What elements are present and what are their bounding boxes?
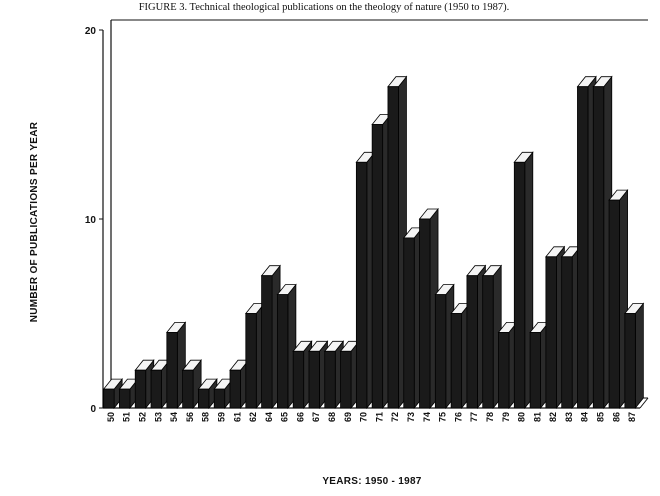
x-tick-label: 59 — [216, 412, 226, 422]
chart-title: FIGURE 3. Technical theological publicat… — [139, 2, 510, 13]
x-tick-label: 76 — [453, 412, 463, 422]
y-axis: 0 10 20 — [85, 26, 103, 415]
bars — [102, 75, 645, 410]
x-tick-label: 84 — [580, 412, 590, 422]
y-tick-label: 10 — [85, 215, 97, 226]
x-tick-label: 79 — [501, 412, 511, 422]
x-tick-label: 56 — [185, 412, 195, 422]
x-tick-label: 50 — [106, 412, 116, 422]
x-tick-label: 65 — [280, 412, 290, 422]
x-tick-label: 83 — [564, 412, 574, 422]
x-tick-label: 70 — [359, 412, 369, 422]
y-tick-label: 0 — [90, 404, 96, 415]
y-tick-label: 20 — [85, 26, 97, 37]
x-tick-label: 72 — [390, 412, 400, 422]
x-tick-label: 85 — [596, 412, 606, 422]
x-tick-label: 81 — [532, 412, 542, 422]
x-tick-label: 61 — [232, 412, 242, 422]
x-axis: 50 51 52 53 54 56 58 59 61 62 64 65 66 67 68 69 70 71 72 73… — [106, 412, 637, 422]
bar — [608, 188, 629, 410]
x-tick-label: 87 — [627, 412, 637, 422]
floor-right-edge — [639, 397, 649, 409]
y-axis-label: NUMBER OF PUBLICATIONS PER YEAR — [29, 121, 40, 322]
bar — [624, 302, 645, 410]
x-tick-label: 51 — [122, 412, 132, 422]
back-wall-left — [102, 20, 112, 409]
x-tick-label: 66 — [295, 412, 305, 422]
x-tick-label: 54 — [169, 412, 179, 422]
x-tick-label: 73 — [406, 412, 416, 422]
x-tick-label: 86 — [611, 412, 621, 422]
x-tick-label: 64 — [264, 412, 274, 422]
x-tick-label: 80 — [517, 412, 527, 422]
x-tick-label: 52 — [137, 412, 147, 422]
x-tick-label: 68 — [327, 412, 337, 422]
x-tick-label: 82 — [548, 412, 558, 422]
x-tick-label: 53 — [153, 412, 163, 422]
x-tick-label: 62 — [248, 412, 258, 422]
x-tick-label: 77 — [469, 412, 479, 422]
x-tick-label: 74 — [422, 412, 432, 422]
x-tick-label: 69 — [343, 412, 353, 422]
x-tick-label: 67 — [311, 412, 321, 422]
x-tick-label: 71 — [374, 412, 384, 422]
x-tick-label: 75 — [438, 412, 448, 422]
x-axis-label: YEARS: 1950 - 1987 — [322, 476, 421, 487]
x-tick-label: 58 — [201, 412, 211, 422]
x-tick-label: 78 — [485, 412, 495, 422]
